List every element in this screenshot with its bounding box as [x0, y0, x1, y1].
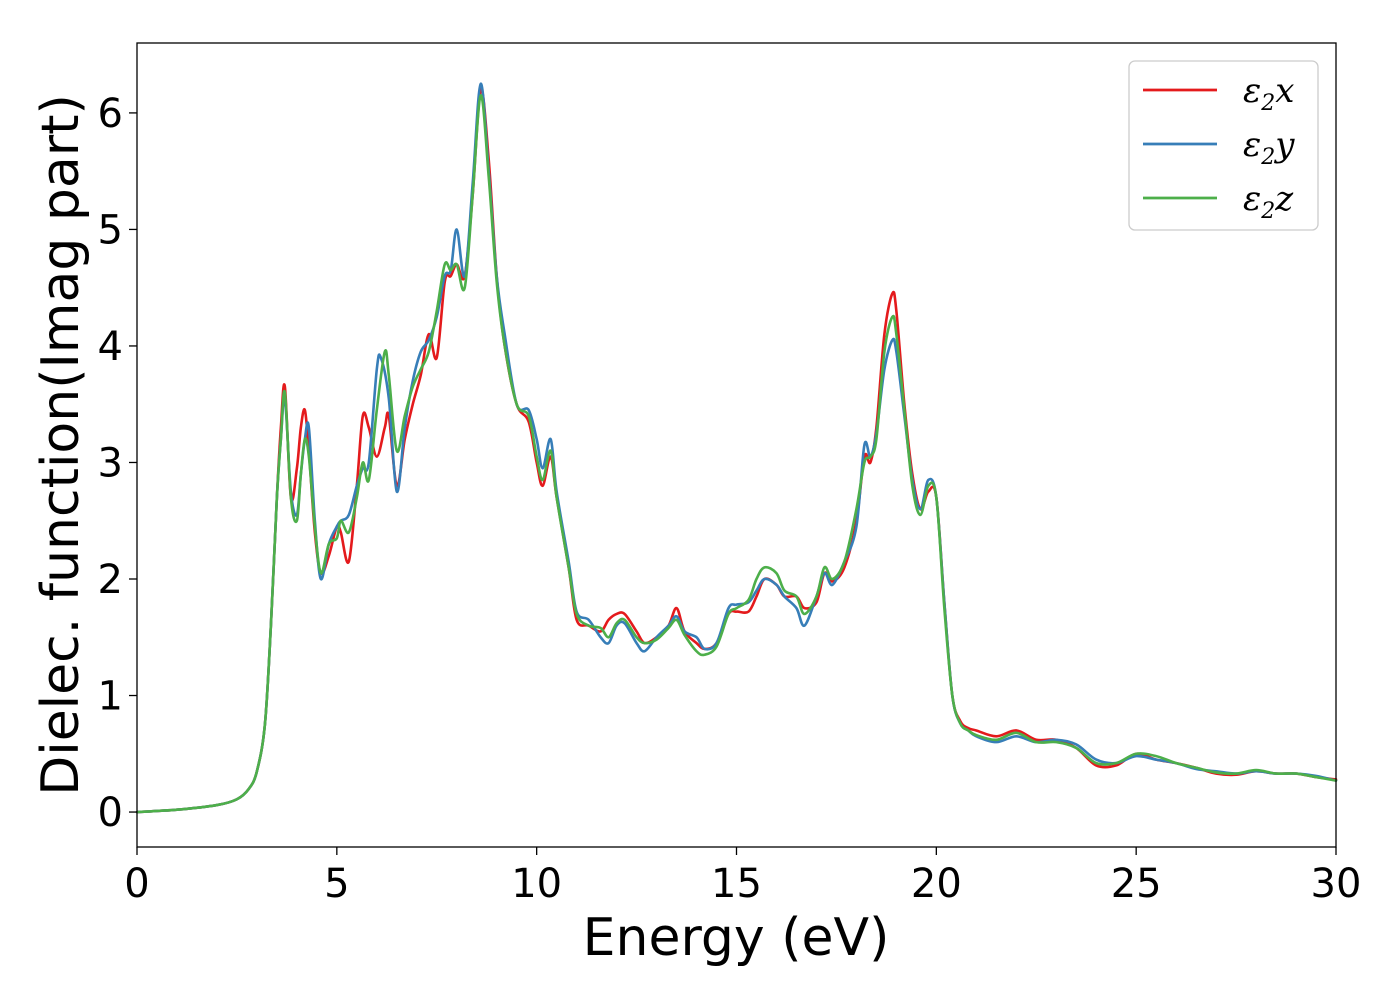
y-tick-label: 3 [98, 440, 123, 486]
y-tick-label: 0 [98, 790, 123, 836]
x-tick-label: 20 [911, 861, 962, 907]
x-tick-label: 15 [711, 861, 762, 907]
legend-label-x: ε2x [1243, 71, 1294, 116]
legend-label-y: ε2y [1243, 125, 1295, 170]
y-tick-label: 6 [98, 91, 123, 137]
y-tick-label: 2 [98, 557, 123, 603]
y-tick-label: 4 [98, 324, 123, 370]
x-tick-label: 30 [1311, 861, 1362, 907]
x-tick-label: 25 [1111, 861, 1162, 907]
x-tick-label: 10 [511, 861, 562, 907]
y-axis-label: Dielec. function(Imag part) [31, 94, 91, 796]
legend-label-z: ε2z [1243, 179, 1294, 224]
y-tick-label: 5 [98, 207, 123, 253]
series-layer [135, 82, 1338, 814]
legend-box [1128, 60, 1319, 231]
legend: ε2x ε2y ε2z [1128, 60, 1319, 231]
x-tick-label: 0 [124, 861, 149, 907]
ticks-layer: 0 5 10 15 20 25 30 0 1 2 3 4 5 6 [98, 91, 1362, 907]
series-line-x [135, 88, 1338, 814]
series-line-z [135, 94, 1338, 814]
x-tick-label: 5 [324, 861, 349, 907]
y-tick-label: 1 [98, 674, 123, 720]
x-axis-label: Energy (eV) [583, 908, 890, 968]
